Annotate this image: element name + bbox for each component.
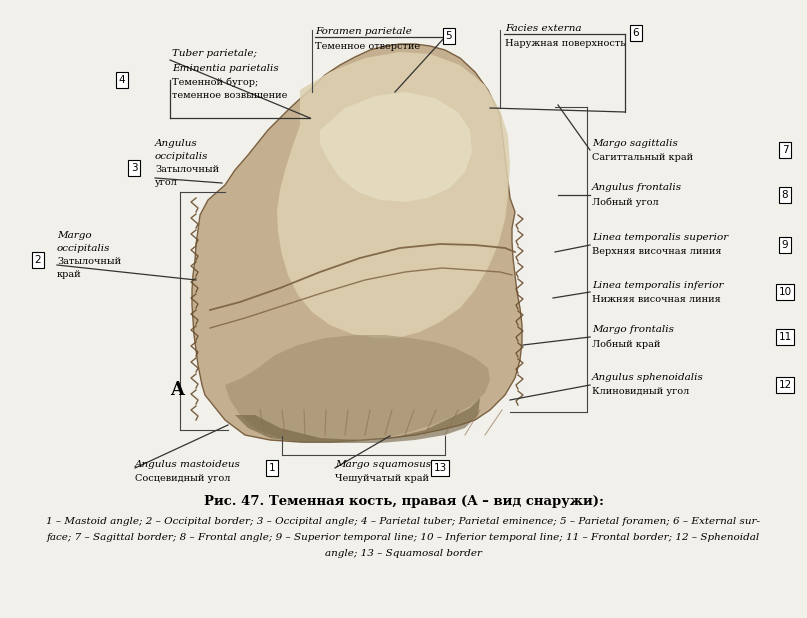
Text: 6: 6 (633, 28, 639, 38)
Text: Верхняя височная линия: Верхняя височная линия (592, 247, 721, 256)
Text: Margo sagittalis: Margo sagittalis (592, 138, 678, 148)
Polygon shape (277, 52, 510, 338)
Text: угол: угол (155, 178, 178, 187)
Text: Tuber parietale;: Tuber parietale; (172, 49, 257, 58)
Text: 8: 8 (782, 190, 788, 200)
Text: Margo: Margo (57, 231, 92, 240)
Text: occipitalis: occipitalis (57, 244, 111, 253)
Text: Linea temporalis inferior: Linea temporalis inferior (592, 281, 724, 289)
Text: 9: 9 (782, 240, 788, 250)
Text: Сосцевидный угол: Сосцевидный угол (135, 474, 230, 483)
Text: Сагиттальный край: Сагиттальный край (592, 153, 693, 161)
Text: 13: 13 (433, 463, 446, 473)
Text: Затылочный: Затылочный (57, 257, 121, 266)
Text: Лобный угол: Лобный угол (592, 197, 659, 207)
Text: Клиновидный угол: Клиновидный угол (592, 387, 689, 397)
Text: face; 7 – Sagittal border; 8 – Frontal angle; 9 – Superior temporal line; 10 – I: face; 7 – Sagittal border; 8 – Frontal a… (47, 533, 760, 542)
Text: 5: 5 (445, 31, 452, 41)
Text: Eminentia parietalis: Eminentia parietalis (172, 64, 278, 73)
Text: Angulus: Angulus (155, 139, 198, 148)
Text: 3: 3 (131, 163, 137, 173)
Polygon shape (320, 92, 472, 202)
Text: 11: 11 (779, 332, 792, 342)
Text: 7: 7 (782, 145, 788, 155)
Polygon shape (192, 44, 522, 442)
Text: Затылочный: Затылочный (155, 165, 220, 174)
Text: Margo frontalis: Margo frontalis (592, 326, 674, 334)
Text: Теменное отверстие: Теменное отверстие (315, 42, 420, 51)
Text: Чешуйчатый край: Чешуйчатый край (335, 474, 429, 483)
Text: 1: 1 (269, 463, 275, 473)
Text: Angulus frontalis: Angulus frontalis (592, 184, 682, 192)
Text: теменное возвышение: теменное возвышение (172, 91, 287, 100)
Text: Margo squamosus: Margo squamosus (335, 460, 431, 469)
Text: Рис. 47. Теменная кость, правая (A – вид снаружи):: Рис. 47. Теменная кость, правая (A – вид… (203, 495, 604, 508)
Text: край: край (57, 270, 82, 279)
Text: 1 – Mastoid angle; 2 – Occipital border; 3 – Occipital angle; 4 – Parietal tuber: 1 – Mastoid angle; 2 – Occipital border;… (47, 517, 760, 526)
Text: A: A (170, 381, 184, 399)
Text: 12: 12 (779, 380, 792, 390)
Text: 10: 10 (779, 287, 792, 297)
Text: Наружная поверхность: Наружная поверхность (505, 39, 625, 48)
Text: Foramen parietale: Foramen parietale (315, 27, 412, 36)
Text: Angulus sphenoidalis: Angulus sphenoidalis (592, 373, 704, 383)
Text: occipitalis: occipitalis (155, 152, 208, 161)
Text: Лобный край: Лобный край (592, 339, 660, 349)
Polygon shape (235, 398, 480, 443)
Text: angle; 13 – Squamosal border: angle; 13 – Squamosal border (325, 549, 482, 558)
Text: Facies externa: Facies externa (505, 24, 582, 33)
Text: 4: 4 (119, 75, 125, 85)
Text: 2: 2 (35, 255, 41, 265)
Text: Angulus mastoideus: Angulus mastoideus (135, 460, 240, 469)
Text: Теменной бугор;: Теменной бугор; (172, 77, 258, 87)
Polygon shape (225, 335, 490, 443)
Text: Нижняя височная линия: Нижняя височная линия (592, 295, 721, 303)
Text: Linea temporalis superior: Linea temporalis superior (592, 234, 728, 242)
